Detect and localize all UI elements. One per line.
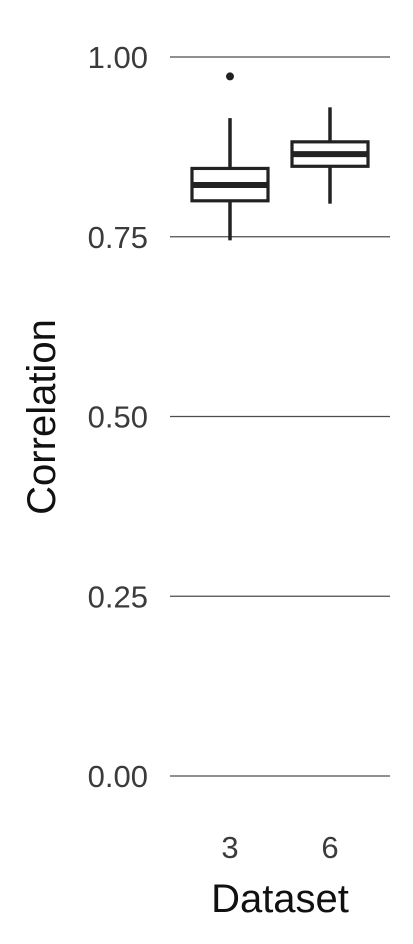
y-tick-label: 0.50 bbox=[88, 400, 148, 435]
y-tick-labels: 0.00 0.25 0.50 0.75 1.00 bbox=[88, 40, 148, 794]
boxes bbox=[190, 72, 370, 241]
y-tick-label: 0.25 bbox=[88, 579, 148, 614]
x-tick-label: 6 bbox=[321, 830, 338, 865]
y-tick-label: 1.00 bbox=[88, 40, 148, 75]
outlier-point bbox=[226, 72, 234, 81]
y-tick-label: 0.00 bbox=[88, 759, 148, 794]
y-axis-title: Correlation bbox=[20, 319, 64, 515]
box-6 bbox=[290, 107, 370, 204]
gridlines bbox=[170, 56, 390, 777]
x-axis-title: Dataset bbox=[211, 877, 349, 921]
y-tick-label: 0.75 bbox=[88, 220, 148, 255]
box-3 bbox=[190, 72, 270, 241]
x-tick-label: 3 bbox=[221, 830, 238, 865]
